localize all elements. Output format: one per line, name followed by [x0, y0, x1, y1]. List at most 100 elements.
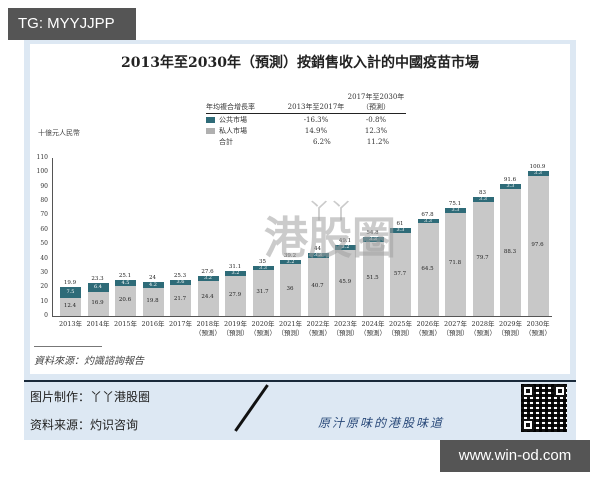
legend-label: 公共市場: [219, 115, 247, 124]
bar-7: 31.7 3.3 35: [252, 158, 274, 316]
total-value-label: 54.8: [366, 230, 379, 237]
private-value-label: 64.5: [421, 265, 434, 272]
total-value-label: 91.6: [503, 177, 517, 184]
y-axis-unit: 十億元人民幣: [38, 129, 80, 137]
cagr-header-period1: 2013年至2017年: [287, 103, 345, 111]
x-tick-label: 2013年: [58, 320, 83, 328]
bar-2: 20.6 4.5 25.1: [115, 158, 136, 316]
private-value-label: 97.6: [531, 241, 544, 248]
y-tick-label: 20: [40, 283, 48, 291]
x-tick-label: 2017年: [168, 320, 193, 328]
footer-source: 资料来源：灼识咨询: [30, 418, 139, 432]
bar-segment-private: 64.5: [417, 223, 439, 316]
y-tick-label: 0: [44, 312, 48, 319]
y-tick-label: 30: [40, 268, 48, 276]
x-tick-label: 2022年 （預測）: [305, 320, 331, 337]
bar-5: 24.4 3.2 27.6: [197, 158, 219, 316]
cagr-value: 6.2%: [312, 137, 331, 146]
private-value-label: 24.4: [201, 294, 214, 301]
total-value-label: 49.1: [338, 238, 352, 245]
bar-segment-private: 79.7: [472, 201, 494, 316]
total-value-label: 23.3: [91, 275, 104, 282]
legend-label: 私人市場: [219, 126, 247, 135]
private-value-label: 16.9: [91, 299, 104, 306]
bar-segment-public: 3.3: [390, 228, 411, 234]
total-value-label: 25.1: [118, 272, 132, 279]
private-value-label: 19.8: [146, 297, 159, 304]
bar-segment-public: 3.3: [445, 208, 466, 213]
cagr-value: 11.2%: [366, 137, 390, 146]
cagr-header-label: 年均複合增長率: [206, 103, 255, 111]
bar-segment-private: 24.4: [197, 280, 219, 316]
chart-title: 2013年至2030年（預測）按銷售收入計的中國疫苗市場: [121, 55, 479, 71]
bar-segment-private: 27.9: [225, 275, 246, 316]
x-tick-label: 2018年 （預測）: [195, 320, 221, 337]
bar-segment-public: 3.2: [280, 259, 301, 265]
y-tick-label: 60: [40, 225, 48, 233]
x-tick-label: 2014年: [86, 320, 110, 328]
private-value-label: 31.7: [256, 289, 269, 296]
total-value-label: 83: [479, 189, 486, 196]
y-tick-label: 70: [40, 211, 48, 219]
x-tick-label: 2025年 （預測）: [387, 320, 414, 337]
source-note: 資料來源：灼識諮詢報告: [34, 356, 144, 367]
total-value-label: 25.3: [173, 272, 187, 279]
footer-made-by: 图片制作：丫丫港股圈: [30, 390, 151, 404]
bar-segment-public: 6.4: [87, 282, 109, 292]
footer-slogan: 原汁原味的港股味道: [318, 416, 445, 430]
y-tick-label: 10: [40, 297, 48, 305]
y-tick-label: 80: [40, 197, 48, 205]
bar-segment-private: 97.6: [527, 175, 549, 316]
bar-segment-private: 21.7: [170, 284, 191, 316]
total-value-label: 27.6: [201, 269, 214, 276]
x-tick-label: 2026年 （預測）: [415, 320, 441, 337]
bar-segment-private: 40.7: [307, 257, 329, 316]
x-tick-label: 2015年: [113, 320, 138, 328]
private-value-label: 79.7: [476, 254, 489, 261]
bar-segment-public: 4.5: [115, 279, 136, 287]
bar-segment-private: 12.4: [60, 298, 81, 316]
total-value-label: 31.1: [228, 264, 242, 271]
x-tick-label: 2019年 （預測）: [222, 320, 249, 337]
y-tick-label: 100: [36, 168, 48, 176]
bar-segment-public: 3.3: [527, 171, 549, 176]
bar-0: 12.4 7.5 19.9: [60, 158, 81, 316]
bar-segment-private: 31.7: [252, 270, 274, 316]
x-axis: [52, 316, 552, 317]
cagr-value: -0.8%: [365, 115, 387, 124]
bar-9: 40.7 3.3 44: [307, 158, 329, 316]
plot-area: 0 10 20 30 40 50 60 70 80 90 100 110 12.4 7.5 19.9 2013…: [37, 148, 562, 337]
bar-segment-public: 3.3: [472, 196, 494, 202]
cagr-value: 12.3%: [364, 126, 388, 135]
bar-segment-private: 88.3: [500, 189, 521, 316]
total-value-label: 61: [396, 221, 404, 228]
bar-segment-private: 45.9: [335, 250, 356, 316]
y-tick-label: 90: [40, 182, 48, 190]
x-tick-label: 2029年 （預測）: [497, 320, 524, 337]
x-tick-label: 2016年: [141, 320, 165, 328]
bar-segment-public: 3.3: [362, 237, 384, 243]
tg-badge: TG: MYYJJPP: [8, 8, 136, 40]
private-value-label: 51.5: [366, 275, 379, 282]
qr-code-icon[interactable]: [521, 384, 567, 432]
private-value-label: 40.7: [311, 282, 324, 289]
bar-segment-private: 71.8: [445, 212, 466, 316]
bar-12: 57.7 3.3 61: [390, 158, 411, 316]
bar-segment-public: 3.3: [252, 265, 274, 271]
bar-1: 16.9 6.4 23.3: [87, 158, 109, 316]
total-value-label: 39.2: [283, 252, 297, 259]
x-tick-label: 2024年 （預測）: [360, 320, 386, 337]
bar-6: 27.9 3.2 31.1: [225, 158, 246, 316]
legend-swatch: [206, 116, 215, 123]
bar-segment-public: 4.2: [142, 281, 164, 288]
bar-segment-public: 3.2: [197, 276, 219, 281]
legend-label: 合計: [219, 137, 233, 146]
bar-segment-public: 7.5: [60, 287, 81, 299]
y-tick-label: 50: [40, 240, 48, 248]
bar-segment-public: 3.3: [307, 252, 329, 258]
x-tick-label: 2030年 （預測）: [525, 320, 551, 337]
cagr-row: 合計 6.2% 11.2%: [206, 136, 406, 147]
bar-8: 36 3.2 39.2: [280, 158, 301, 316]
cagr-value: 14.9%: [304, 126, 328, 135]
bar-segment-private: 16.9: [87, 291, 109, 316]
